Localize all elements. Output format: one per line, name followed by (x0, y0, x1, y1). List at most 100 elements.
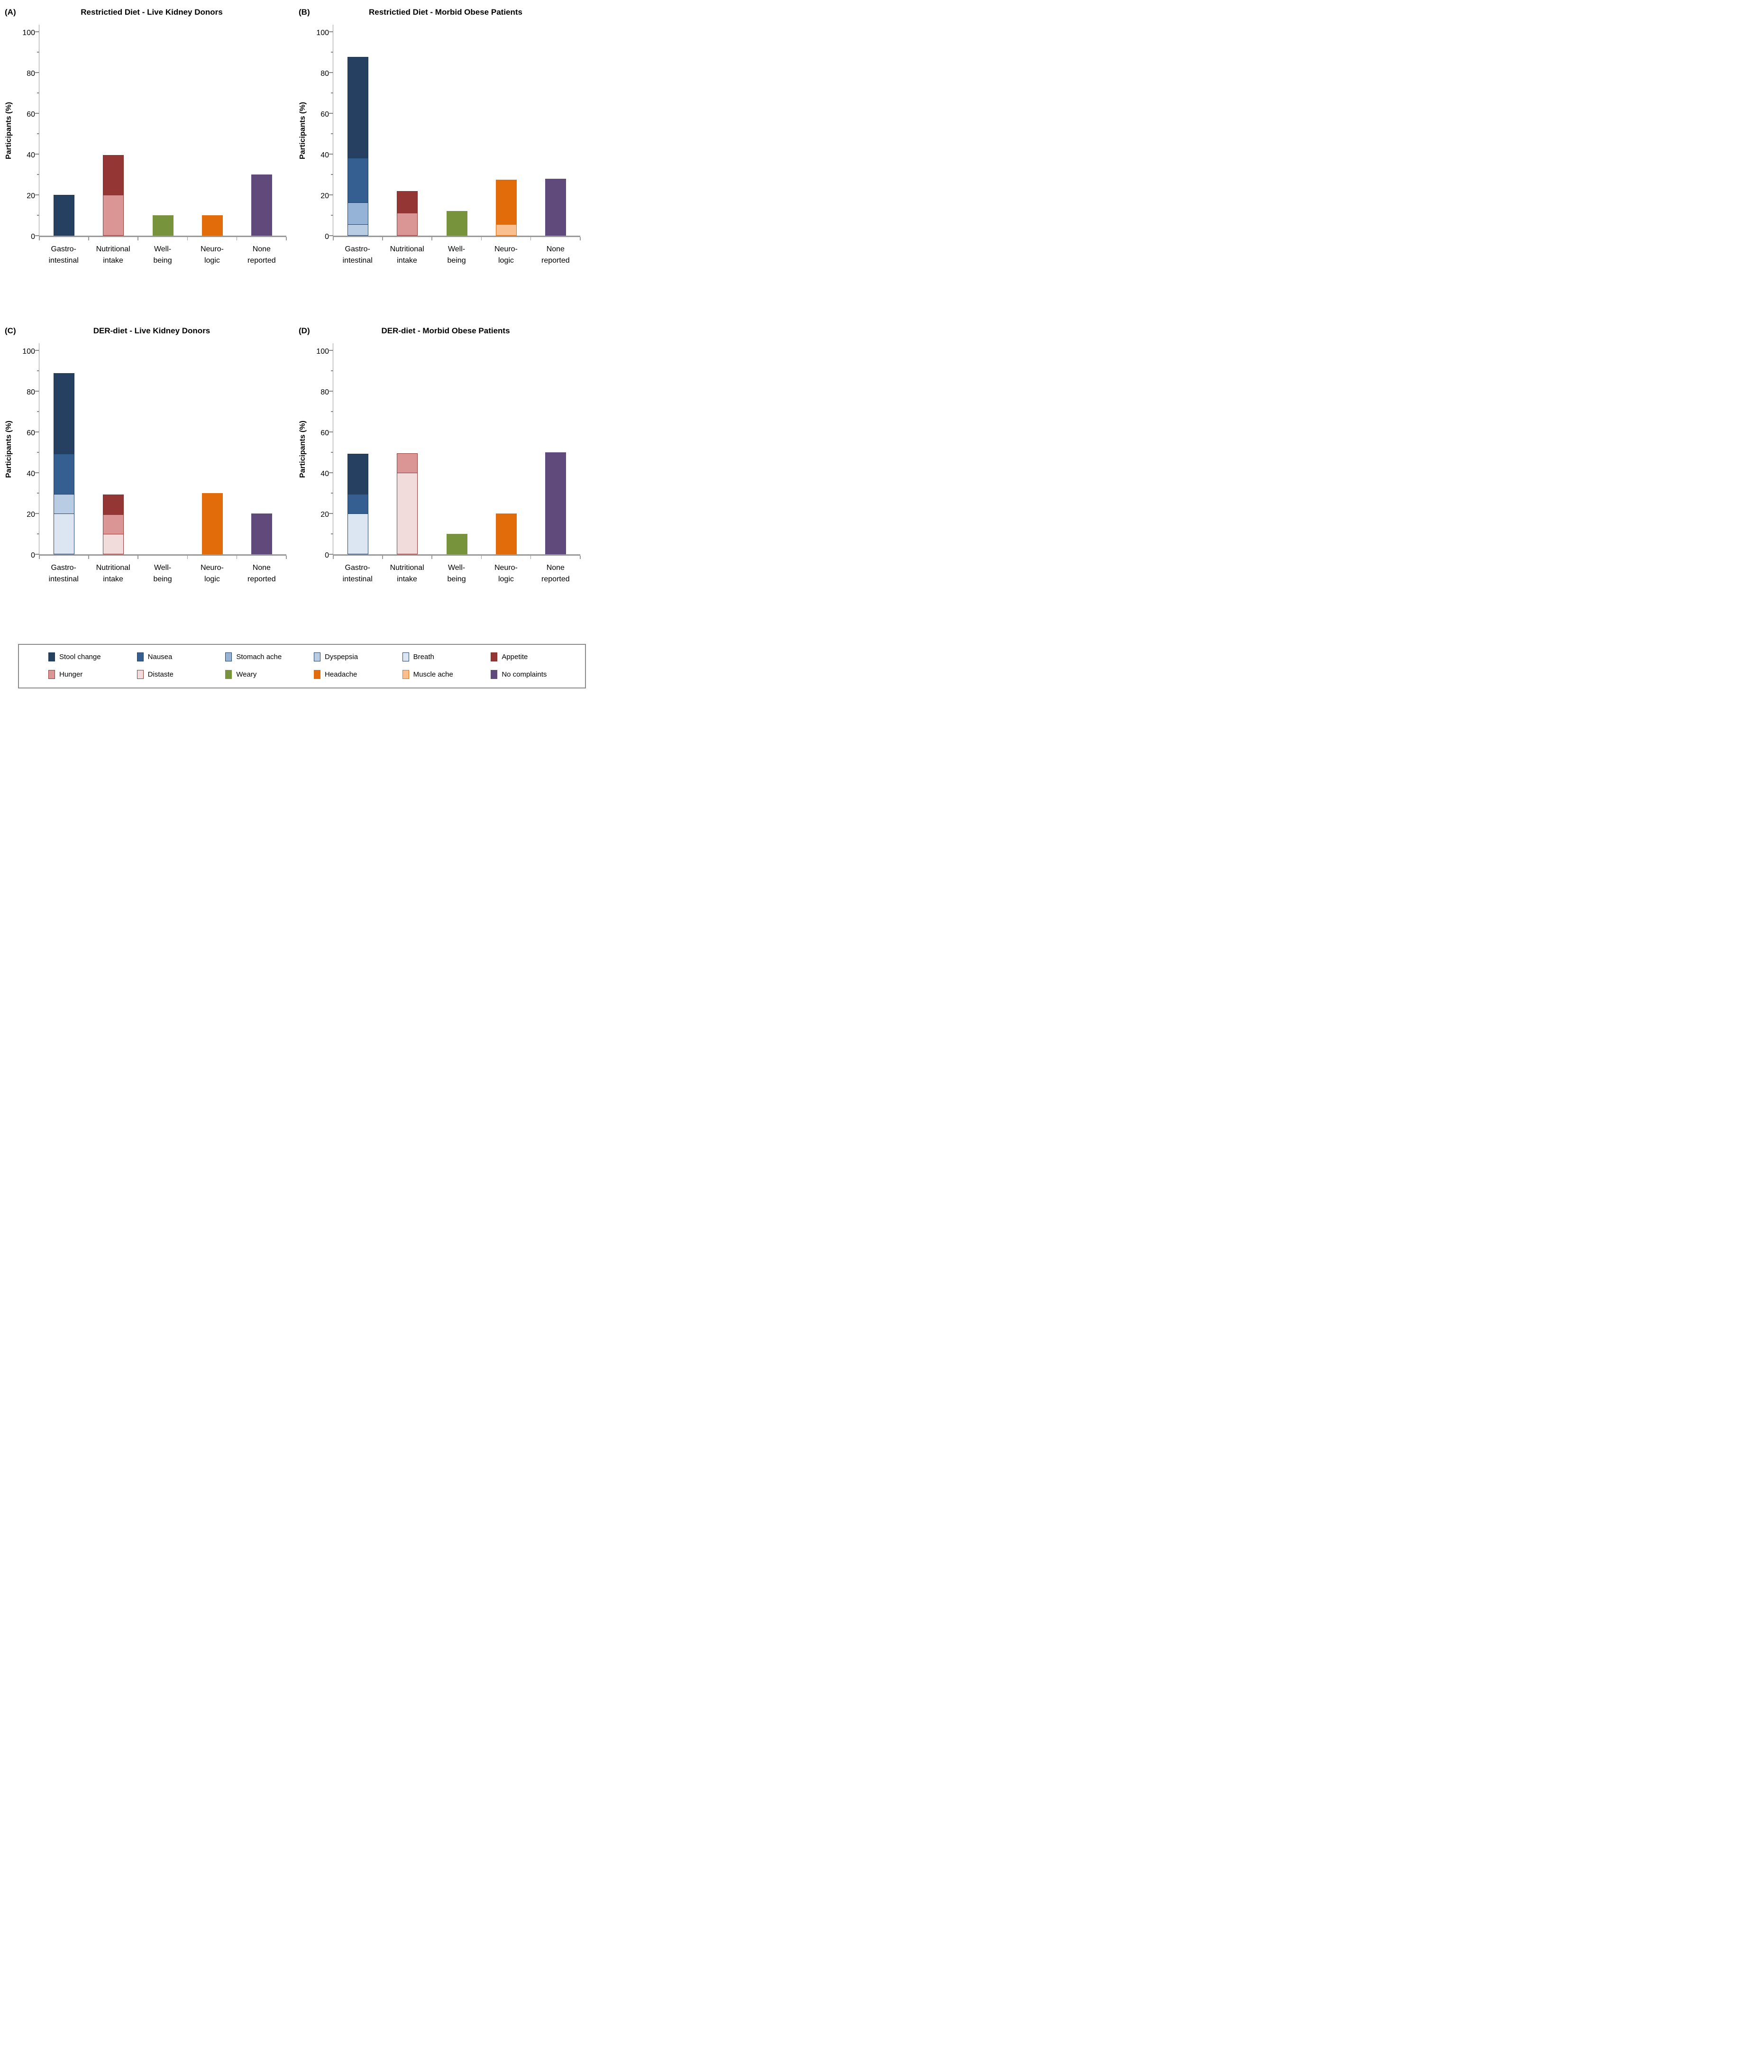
category-label-line: None (546, 245, 565, 253)
y-axis-title: Participants (%) (5, 421, 13, 478)
plot-area (329, 25, 581, 240)
y-tick-major (35, 72, 39, 73)
bar-slot-none-reported (237, 343, 286, 554)
legend-swatch-headache (314, 670, 320, 679)
legend-item-headache: Headache (314, 670, 402, 679)
y-tick-major (35, 113, 39, 114)
y-axis-title: Participants (%) (299, 421, 307, 478)
category-label-neuro-logic: Neuro-logic (187, 244, 237, 266)
stacked-bar-none-reported (251, 174, 272, 236)
legend-item-muscle-ache: Muscle ache (402, 670, 490, 679)
y-tick-label: 0 (325, 233, 329, 241)
bar-segment-weary (152, 215, 174, 236)
y-tick-major (35, 513, 39, 514)
category-label-line: logic (204, 575, 220, 583)
y-tick-minor (37, 370, 39, 371)
legend-item-hunger: Hunger (48, 670, 136, 679)
stacked-bar-neuro-logic (201, 215, 223, 236)
x-axis-tick (530, 556, 531, 559)
category-label-line: reported (247, 257, 276, 265)
y-tick-label: 20 (320, 192, 329, 200)
bar-segment-stomach-ache (347, 202, 369, 225)
x-axis-tick (187, 237, 188, 240)
y-tick-minor (37, 92, 39, 93)
legend-swatch-stool-change (48, 652, 55, 661)
y-tick-minor (331, 215, 333, 216)
panel-title: DER-diet - Live Kidney Donors (93, 326, 210, 335)
y-tick-label: 60 (27, 110, 35, 119)
legend-label: Hunger (59, 670, 83, 678)
bar-segment-weary (446, 534, 467, 554)
category-label-line: being (447, 257, 466, 265)
category-label-neuro-logic: Neuro-logic (187, 562, 237, 585)
bar-segment-no-complaints (545, 179, 566, 236)
stacked-bar-nutritional-intake (397, 191, 418, 236)
legend-label: No complaints (502, 670, 547, 678)
category-label-line: logic (498, 257, 514, 265)
legend-swatch-hunger (48, 670, 55, 679)
bar-segment-appetite (103, 495, 124, 515)
panel-b: (B) Restrictied Diet - Morbid Obese Patie… (294, 0, 588, 319)
legend-label: Stool change (59, 653, 101, 661)
legend-swatch-weary (225, 670, 232, 679)
category-label-line: None (252, 564, 271, 572)
y-tick-label: 40 (27, 151, 35, 159)
legend-label: Breath (413, 653, 434, 661)
bar-segment-distaste (397, 473, 418, 554)
y-tick-label: 0 (31, 233, 35, 241)
category-label-well-being: Well-being (138, 244, 187, 266)
category-label-line: intake (397, 257, 417, 265)
category-label-line: Well- (448, 564, 466, 572)
category-label-line: Gastro- (345, 564, 370, 572)
x-axis-tick (88, 556, 89, 559)
bar-segment-no-complaints (545, 452, 566, 554)
y-tick-label: 20 (27, 511, 35, 519)
category-label-line: Well- (154, 564, 172, 572)
x-axis-tick (382, 556, 383, 559)
category-label-line: logic (204, 257, 220, 265)
panel-title: DER-diet - Morbid Obese Patients (381, 326, 510, 335)
legend-label: Muscle ache (413, 670, 453, 678)
bar-slot-gastro-intestinal (39, 343, 89, 554)
y-tick-minor (331, 452, 333, 453)
category-label-well-being: Well-being (138, 562, 187, 585)
y-tick-major (329, 350, 333, 351)
x-axis-tick (187, 556, 188, 559)
y-tick-minor (37, 533, 39, 534)
stacked-bar-nutritional-intake (103, 155, 124, 236)
category-label-line: being (447, 575, 466, 583)
y-tick-minor (37, 411, 39, 412)
category-label-gastro-intestinal: Gastro-intestinal (39, 244, 88, 266)
y-tick-major (35, 235, 39, 236)
category-label-line: Neuro- (494, 245, 518, 253)
bar-slot-none-reported (237, 25, 286, 236)
legend-swatch-appetite (491, 652, 498, 661)
category-label-neuro-logic: Neuro-logic (481, 244, 530, 266)
y-tick-major (35, 31, 39, 32)
y-tick-label: 0 (325, 551, 329, 559)
stacked-bar-nutritional-intake (397, 453, 418, 554)
category-label-gastro-intestinal: Gastro-intestinal (333, 562, 382, 585)
y-tick-major (329, 72, 333, 73)
panel-letter: (A) (5, 8, 16, 17)
bar-slot-none-reported (531, 343, 580, 554)
legend-swatch-muscle-ache (402, 670, 409, 679)
y-tick-major (329, 554, 333, 555)
category-label-line: intestinal (48, 575, 79, 583)
y-axis: 0 20 40 60 80 100 (15, 343, 39, 559)
legend-item-nausea: Nausea (137, 652, 225, 661)
legend-label: Weary (236, 670, 257, 678)
category-label-well-being: Well-being (432, 244, 481, 266)
x-axis-tick (39, 237, 40, 240)
bar-segment-nausea (347, 494, 369, 514)
y-tick-minor (37, 493, 39, 494)
x-axis-tick (236, 237, 238, 240)
stacked-bar-neuro-logic (495, 180, 517, 236)
category-label-line: Gastro- (51, 564, 76, 572)
category-label-line: Neuro- (494, 564, 518, 572)
bar-slot-nutritional-intake (89, 25, 138, 236)
x-axis-tick (236, 556, 238, 559)
bar-segment-dyspepsia (347, 224, 369, 236)
y-tick-major (35, 554, 39, 555)
x-axis-tick (431, 237, 432, 240)
